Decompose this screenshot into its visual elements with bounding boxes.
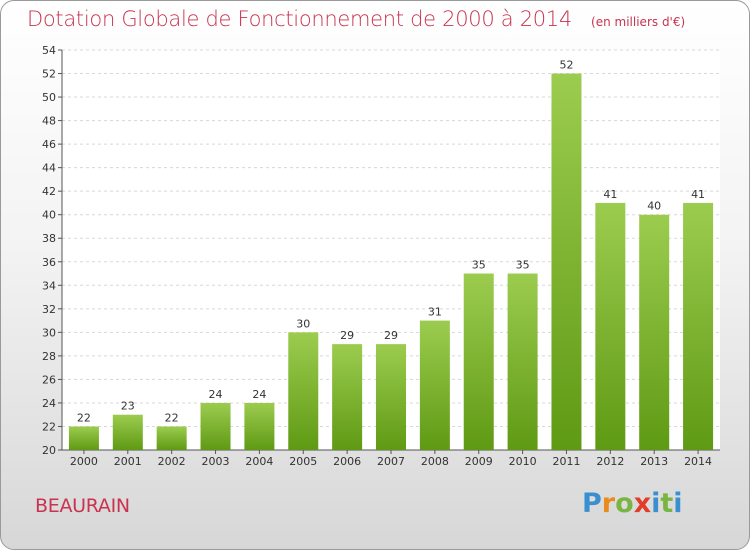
bar	[200, 402, 231, 450]
bar	[595, 202, 626, 450]
bar-value-label: 29	[340, 329, 354, 342]
commune-name: BEAURAIN	[35, 495, 130, 517]
y-tick-label: 48	[42, 115, 56, 128]
bar	[68, 426, 99, 450]
x-tick-label: 2010	[509, 455, 537, 468]
chart-title: Dotation Globale de Fonctionnement de 20…	[27, 7, 572, 31]
bar	[244, 402, 275, 450]
bar-value-label: 52	[559, 59, 573, 72]
bar-value-label: 24	[209, 388, 223, 401]
y-tick-label: 50	[42, 91, 56, 104]
bar	[419, 320, 450, 450]
x-tick-label: 2000	[70, 455, 98, 468]
bar-value-label: 35	[472, 259, 486, 272]
x-tick-label: 2002	[158, 455, 186, 468]
bar	[376, 344, 406, 450]
y-tick-label: 22	[42, 420, 56, 433]
x-tick-label: 2005	[289, 455, 317, 468]
x-tick-label: 2006	[333, 455, 361, 468]
y-tick-label: 46	[42, 138, 56, 151]
x-tick-label: 2014	[684, 455, 712, 468]
bar	[288, 332, 319, 450]
x-tick-label: 2011	[552, 455, 580, 468]
bar	[683, 202, 714, 450]
bar-value-label: 22	[77, 411, 91, 424]
x-tick-label: 2009	[465, 455, 493, 468]
proxiti-logo: Proxiti	[582, 488, 683, 519]
bar-value-label: 23	[121, 400, 135, 413]
bar	[551, 73, 582, 450]
y-tick-label: 52	[42, 68, 56, 81]
y-tick-label: 20	[42, 444, 56, 457]
y-tick-label: 42	[42, 185, 56, 198]
bar-value-label: 35	[516, 259, 530, 272]
bar	[507, 273, 538, 450]
chart-title-block: Dotation Globale de Fonctionnement de 20…	[27, 7, 685, 31]
y-tick-label: 34	[42, 279, 56, 292]
bar-value-label: 29	[384, 329, 398, 342]
y-tick-label: 32	[42, 303, 56, 316]
bar-value-label: 41	[691, 188, 705, 201]
bar	[112, 414, 143, 450]
y-tick-label: 30	[42, 326, 56, 339]
y-tick-label: 54	[42, 44, 56, 57]
x-tick-label: 2004	[245, 455, 273, 468]
y-tick-label: 28	[42, 350, 56, 363]
y-tick-label: 40	[42, 209, 56, 222]
bar	[463, 273, 494, 450]
bar	[639, 214, 670, 450]
y-tick-label: 44	[42, 162, 56, 175]
bar-value-label: 40	[647, 200, 661, 213]
chart-unit: (en milliers d'€)	[591, 15, 686, 29]
y-tick-label: 26	[42, 373, 56, 386]
y-tick-label: 38	[42, 232, 56, 245]
x-tick-label: 2001	[114, 455, 142, 468]
bar-value-label: 41	[603, 188, 617, 201]
y-tick-label: 36	[42, 256, 56, 269]
bar-value-label: 22	[165, 411, 179, 424]
x-tick-label: 2007	[377, 455, 405, 468]
bar-value-label: 24	[252, 388, 266, 401]
bar	[332, 344, 363, 450]
bar-value-label: 30	[296, 317, 310, 330]
x-tick-label: 2003	[202, 455, 230, 468]
x-tick-label: 2013	[640, 455, 668, 468]
bar	[156, 426, 187, 450]
x-tick-label: 2012	[596, 455, 624, 468]
bar-value-label: 31	[428, 306, 442, 319]
x-tick-label: 2008	[421, 455, 449, 468]
y-tick-label: 24	[42, 397, 56, 410]
